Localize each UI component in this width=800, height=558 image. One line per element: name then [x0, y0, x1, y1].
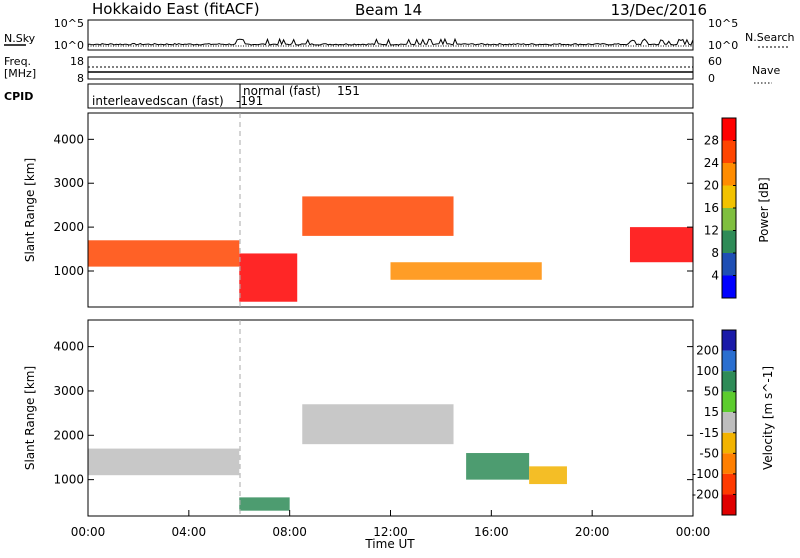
velocity-colorbar: 200 100 50 15 -15 -50 -100 -200: [692, 329, 737, 516]
station-title: Hokkaido East (fitACF): [92, 0, 260, 18]
colorbar-swatch: [722, 432, 736, 454]
velocity-colorbar-label: Velocity [m s^-1]: [761, 366, 775, 470]
nsky-panel: [87, 19, 694, 51]
x-tick-label: 20:00: [575, 525, 610, 539]
power-frame: [87, 112, 694, 308]
colorbar-tick-label: 28: [704, 134, 719, 148]
velocity-y-ticks: 1000 2000 3000 4000: [53, 340, 693, 487]
y-tick-label: 2000: [53, 428, 84, 442]
nave-tick-bottom: 0: [708, 72, 715, 85]
power-panel: 1000 2000 3000 4000 Slant Range [km]: [23, 112, 694, 308]
power-y-ticks: 1000 2000 3000 4000: [53, 132, 693, 278]
cpid-mode-1-id: -191: [236, 94, 263, 108]
colorbar-swatch: [722, 230, 736, 253]
x-tick-label: 04:00: [172, 525, 207, 539]
colorbar-tick-label: 100: [696, 364, 719, 378]
echo-region: [302, 196, 454, 236]
x-tick-label: 00:00: [676, 525, 711, 539]
echo-region: [88, 240, 240, 267]
colorbar-tick-label: -15: [699, 426, 719, 440]
colorbar-swatch: [722, 208, 736, 231]
date-label: 13/Dec/2016: [611, 1, 707, 19]
nave-tick-top: 60: [708, 55, 722, 68]
x-tick-label: 12:00: [373, 525, 408, 539]
y-tick-label: 3000: [53, 176, 84, 190]
freq-panel: [87, 56, 694, 80]
y-tick-label: 4000: [53, 340, 84, 354]
x-tick-label: 00:00: [71, 525, 106, 539]
colorbar-swatch: [722, 412, 736, 433]
velocity-x-ticks: 00:00 04:00 08:00 12:00 16:00 20:00 00:00: [71, 510, 711, 539]
colorbar-tick-label: 50: [704, 385, 719, 399]
colorbar-tick-label: 16: [704, 201, 719, 215]
colorbar-swatch: [722, 253, 736, 276]
colorbar-swatch: [722, 330, 736, 351]
colorbar-swatch: [722, 275, 736, 298]
power-colorbar: 4 8 12 16 20 24 28: [704, 117, 737, 299]
power-ylabel: Slant Range [km]: [23, 158, 37, 262]
y-tick-label: 1000: [53, 264, 84, 278]
power-colorbar-label: Power [dB]: [757, 177, 771, 242]
echo-region: [529, 466, 567, 485]
nsky-trace: [87, 37, 694, 46]
colorbar-swatch: [722, 185, 736, 208]
colorbar-tick-label: -100: [692, 467, 719, 481]
echo-region: [239, 497, 290, 511]
colorbar-swatch: [722, 453, 736, 474]
colorbar-tick-label: 8: [711, 246, 719, 260]
colorbar-frame: [721, 329, 737, 516]
colorbar-tick-label: 24: [704, 156, 719, 170]
colorbar-tick-label: -200: [692, 487, 719, 501]
colorbar-tick-label: 200: [696, 344, 719, 358]
echo-region: [390, 262, 542, 280]
colorbar-swatch: [722, 140, 736, 163]
echo-region: [466, 453, 530, 480]
colorbar-swatch: [722, 118, 736, 141]
x-tick-label: 08:00: [272, 525, 307, 539]
freq-label: Freq.: [4, 55, 31, 68]
beam-label: Beam 14: [355, 1, 422, 19]
cpid-mode-2-id: 151: [337, 84, 360, 98]
velocity-ylabel: Slant Range [km]: [23, 366, 37, 470]
nsearch-tick-bottom: 10^0: [708, 39, 738, 52]
y-tick-label: 2000: [53, 220, 84, 234]
nsearch-tick-top: 10^5: [708, 17, 738, 30]
colorbar-swatch: [722, 494, 736, 515]
nsky-label: N.Sky: [4, 32, 36, 45]
nave-label: Nave: [752, 64, 780, 77]
x-axis-label: Time UT: [364, 537, 415, 551]
colorbar-swatch: [722, 350, 736, 372]
cpid-mode-2-name: normal (fast): [243, 84, 321, 98]
cpid-mode-1-name: interleavedscan (fast): [92, 94, 224, 108]
colorbar-swatch: [722, 473, 736, 495]
colorbar-swatch: [722, 163, 736, 186]
cpid-label: CPID: [4, 90, 33, 103]
echo-region: [239, 253, 298, 302]
nsearch-label: N.Search: [745, 31, 795, 44]
colorbar-tick-label: 20: [704, 179, 719, 193]
echo-region: [302, 404, 454, 445]
power-echoes: [88, 196, 693, 302]
velocity-panel: 1000 2000 3000 4000 00:00 04:00 08:00 12:00 16:…: [23, 319, 711, 551]
freq-tick-bottom: 8: [77, 72, 84, 85]
echo-region: [629, 227, 693, 263]
freq-unit: [MHz]: [4, 67, 36, 80]
nsky-tick-top: 10^5: [54, 17, 84, 30]
colorbar-swatch: [722, 371, 736, 392]
colorbar-tick-label: 4: [711, 269, 719, 283]
nsky-tick-bottom: 10^0: [54, 39, 84, 52]
velocity-echoes: [88, 404, 567, 511]
y-tick-label: 1000: [53, 473, 84, 487]
y-tick-label: 4000: [53, 132, 84, 146]
colorbar-tick-label: 12: [704, 224, 719, 238]
freq-tick-top: 18: [70, 55, 84, 68]
colorbar-tick-label: -50: [699, 446, 719, 460]
colorbar-swatch: [722, 391, 736, 413]
y-tick-label: 3000: [53, 384, 84, 398]
echo-region: [88, 448, 240, 476]
colorbar-tick-label: 15: [704, 405, 719, 419]
x-tick-label: 16:00: [474, 525, 509, 539]
cpid-panel: [87, 83, 694, 109]
